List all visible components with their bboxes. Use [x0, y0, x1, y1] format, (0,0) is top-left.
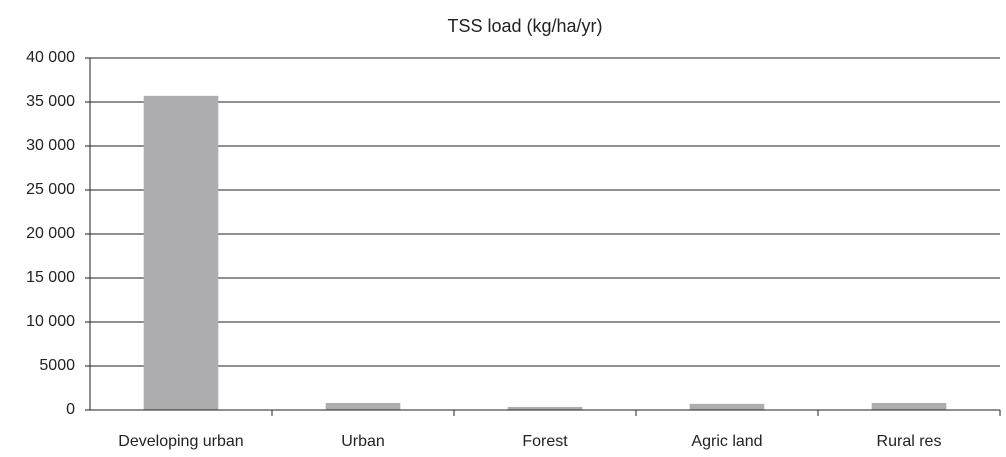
y-tick-label: 30 000 — [26, 137, 75, 154]
y-tick-label: 40 000 — [26, 49, 75, 66]
y-tick-label: 0 — [66, 401, 75, 418]
y-tick-label: 35 000 — [26, 93, 75, 110]
bar — [871, 402, 947, 410]
x-tick-label: Urban — [341, 433, 385, 450]
y-tick-label: 20 000 — [26, 225, 75, 242]
chart-title: TSS load (kg/ha/yr) — [447, 16, 602, 36]
x-tick-label: Developing urban — [118, 433, 243, 450]
bar — [689, 403, 765, 410]
x-tick-label: Rural res — [877, 433, 942, 450]
bar — [325, 402, 401, 410]
x-tick-label: Agric land — [691, 433, 762, 450]
y-tick-label: 25 000 — [26, 181, 75, 198]
y-tick-label: 5000 — [39, 357, 75, 374]
y-tick-label: 10 000 — [26, 313, 75, 330]
y-tick-label: 15 000 — [26, 269, 75, 286]
x-tick-label: Forest — [522, 433, 568, 450]
bar — [143, 95, 219, 410]
bar — [507, 406, 583, 410]
